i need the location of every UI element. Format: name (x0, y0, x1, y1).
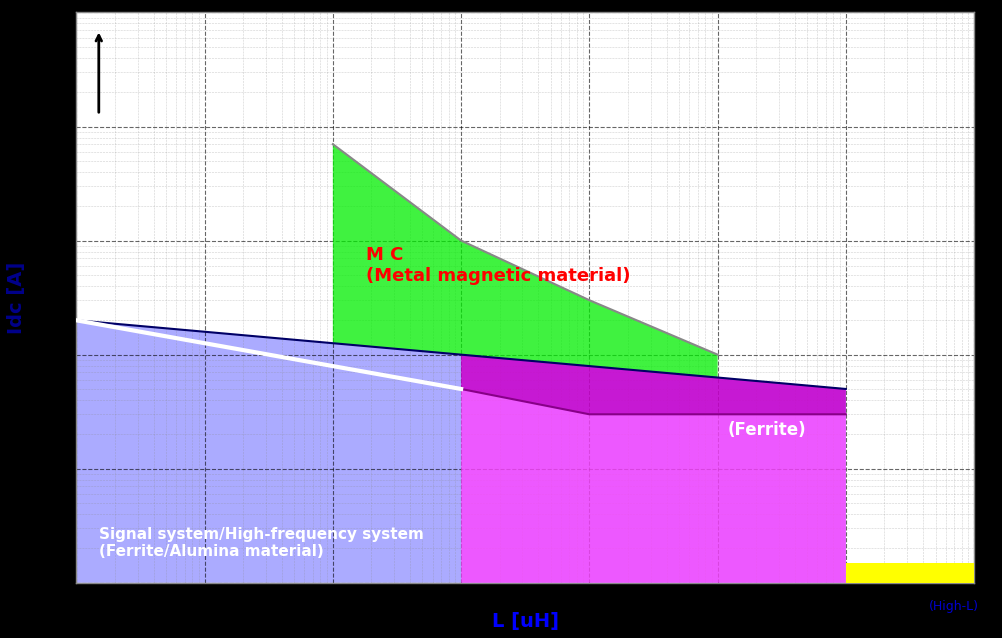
Text: M C
(Metal magnetic material): M C (Metal magnetic material) (365, 246, 629, 285)
Polygon shape (845, 563, 973, 582)
Y-axis label: Idc [A]: Idc [A] (7, 262, 26, 334)
Polygon shape (333, 144, 716, 378)
Polygon shape (461, 389, 845, 582)
Polygon shape (461, 355, 845, 414)
X-axis label: L [uH]: L [uH] (491, 612, 558, 631)
Text: (Ferrite): (Ferrite) (727, 420, 806, 439)
Text: (High-L): (High-L) (928, 600, 978, 614)
Polygon shape (76, 320, 845, 582)
Text: Signal system/High-frequency system
(Ferrite/Alumina material): Signal system/High-frequency system (Fer… (99, 527, 424, 560)
